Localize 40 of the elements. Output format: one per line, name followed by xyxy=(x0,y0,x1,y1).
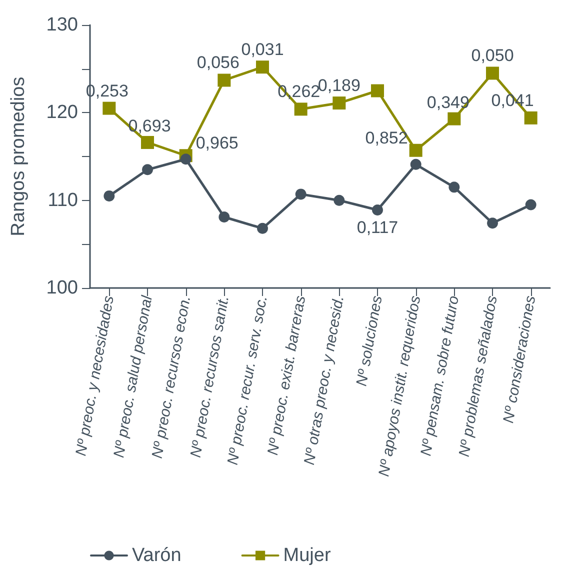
legend-label: Varón xyxy=(132,545,182,566)
x-tick-label: Nº soluciones xyxy=(353,294,386,388)
annotation: 0,349 xyxy=(426,92,470,112)
annotation: 0,189 xyxy=(318,76,360,96)
y-tick-label: 130 xyxy=(46,14,78,36)
y-tick-label: 110 xyxy=(48,190,78,211)
annotation: 0,031 xyxy=(241,40,284,60)
point xyxy=(218,211,230,222)
point xyxy=(256,60,269,74)
point xyxy=(102,102,116,115)
annotation: 0,056 xyxy=(196,53,240,72)
point xyxy=(257,222,268,234)
y-axis-title: Rangos promedios xyxy=(8,76,29,236)
point xyxy=(142,164,153,176)
annotation: 0,965 xyxy=(196,134,238,153)
point xyxy=(410,158,422,170)
annotation: 0,693 xyxy=(128,116,171,136)
point xyxy=(372,204,383,216)
point xyxy=(487,218,498,229)
y-tick-label: 120 xyxy=(46,102,78,124)
point xyxy=(295,188,306,200)
point xyxy=(409,144,422,157)
point xyxy=(525,199,536,210)
y-tick-label: 100 xyxy=(46,278,78,298)
annotation: 0,050 xyxy=(471,46,514,66)
point xyxy=(486,66,499,80)
point xyxy=(294,102,308,116)
point xyxy=(218,74,231,87)
point xyxy=(332,96,346,110)
point xyxy=(524,111,538,124)
point xyxy=(334,194,345,206)
point xyxy=(180,154,192,165)
annotation: 0,852 xyxy=(365,128,408,148)
annotation: 0,117 xyxy=(356,218,398,237)
point xyxy=(448,182,460,193)
point xyxy=(371,84,384,98)
point xyxy=(104,190,115,202)
legend-label: Mujer xyxy=(283,545,332,566)
point xyxy=(141,136,154,149)
point xyxy=(448,112,461,126)
